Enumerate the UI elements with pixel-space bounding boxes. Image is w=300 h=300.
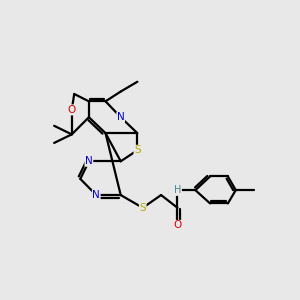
Text: H: H	[174, 185, 181, 195]
Text: S: S	[140, 203, 146, 213]
Text: S: S	[134, 145, 141, 155]
Text: O: O	[68, 105, 76, 115]
Text: O: O	[173, 220, 181, 230]
Text: N: N	[92, 190, 100, 200]
Text: N: N	[117, 112, 124, 122]
Text: N: N	[85, 156, 93, 166]
Text: H: H	[174, 185, 181, 195]
